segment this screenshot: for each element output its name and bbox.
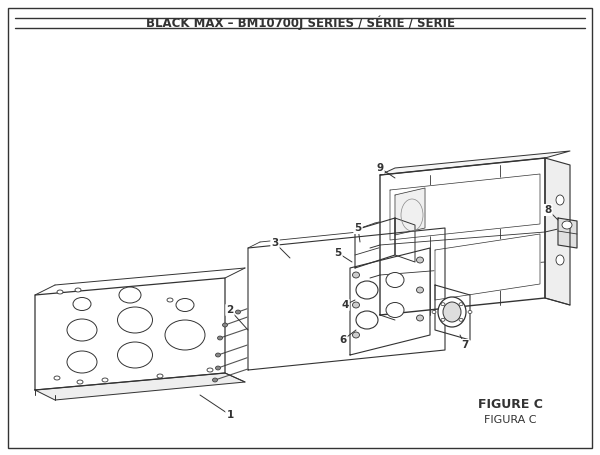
Polygon shape [35, 278, 225, 390]
Ellipse shape [119, 287, 141, 303]
Ellipse shape [57, 290, 63, 294]
Ellipse shape [443, 302, 461, 322]
Polygon shape [380, 158, 545, 315]
Ellipse shape [235, 310, 241, 314]
Ellipse shape [438, 297, 466, 327]
Text: 1: 1 [226, 410, 233, 420]
Ellipse shape [441, 303, 445, 306]
Polygon shape [395, 188, 425, 235]
Ellipse shape [432, 310, 436, 313]
Ellipse shape [416, 287, 424, 293]
Ellipse shape [416, 315, 424, 321]
Ellipse shape [165, 320, 205, 350]
Text: 5: 5 [334, 248, 341, 258]
Ellipse shape [556, 255, 564, 265]
Text: 2: 2 [226, 305, 233, 315]
Polygon shape [390, 174, 540, 240]
Ellipse shape [223, 323, 227, 327]
Ellipse shape [386, 273, 404, 288]
Ellipse shape [118, 307, 152, 333]
Polygon shape [558, 218, 577, 248]
Text: 9: 9 [376, 163, 383, 173]
Polygon shape [435, 285, 470, 340]
Ellipse shape [167, 298, 173, 302]
Ellipse shape [353, 332, 359, 338]
Ellipse shape [176, 298, 194, 312]
Ellipse shape [67, 319, 97, 341]
Ellipse shape [356, 281, 378, 299]
Polygon shape [435, 234, 540, 300]
Ellipse shape [459, 318, 463, 321]
Ellipse shape [468, 310, 472, 313]
Ellipse shape [73, 298, 91, 310]
Polygon shape [380, 151, 570, 175]
Ellipse shape [386, 303, 404, 318]
Text: 4: 4 [341, 300, 349, 310]
Polygon shape [350, 248, 430, 355]
Ellipse shape [562, 221, 572, 229]
Ellipse shape [416, 257, 424, 263]
Ellipse shape [77, 380, 83, 384]
Ellipse shape [212, 378, 218, 382]
Text: 7: 7 [461, 340, 469, 350]
Ellipse shape [207, 368, 213, 372]
Polygon shape [395, 218, 415, 262]
Ellipse shape [102, 378, 108, 382]
Ellipse shape [118, 342, 152, 368]
Ellipse shape [556, 195, 564, 205]
Ellipse shape [215, 353, 221, 357]
Ellipse shape [75, 288, 81, 292]
Ellipse shape [218, 336, 223, 340]
Ellipse shape [459, 303, 463, 306]
Text: FIGURE C: FIGURE C [478, 399, 542, 411]
Ellipse shape [54, 376, 60, 380]
Text: 8: 8 [544, 205, 551, 215]
Ellipse shape [353, 272, 359, 278]
Ellipse shape [67, 351, 97, 373]
Text: 6: 6 [340, 335, 347, 345]
Text: FIGURA C: FIGURA C [484, 415, 536, 425]
Polygon shape [355, 218, 395, 268]
Ellipse shape [441, 318, 445, 321]
Ellipse shape [353, 302, 359, 308]
Text: BLACK MAX – BM10700J SERIES / SÉRIE / SERIE: BLACK MAX – BM10700J SERIES / SÉRIE / SE… [146, 16, 455, 30]
Ellipse shape [356, 311, 378, 329]
Text: 5: 5 [355, 223, 362, 233]
Ellipse shape [157, 374, 163, 378]
Polygon shape [248, 228, 445, 370]
Text: 3: 3 [271, 238, 278, 248]
Ellipse shape [215, 366, 221, 370]
Polygon shape [545, 158, 570, 305]
Polygon shape [35, 373, 245, 400]
